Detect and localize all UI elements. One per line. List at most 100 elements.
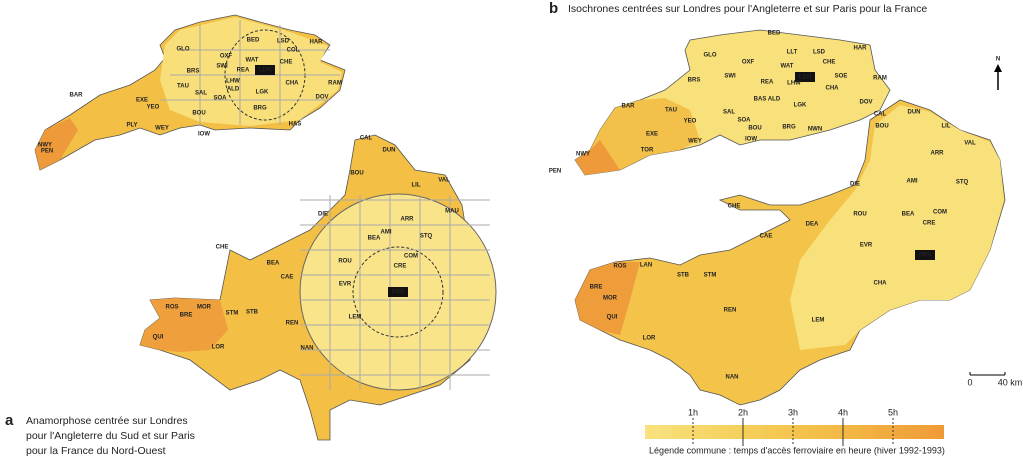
place-label: BEA [267, 261, 280, 267]
place-label: BRS [187, 69, 200, 75]
place-label: NWY [576, 152, 590, 158]
place-label: BRE [180, 313, 193, 319]
place-label: PEN [549, 169, 561, 175]
place-label: LGK [256, 90, 269, 96]
place-label: LAN [640, 263, 652, 269]
place-label: LGK [794, 103, 807, 109]
brittany-a [140, 298, 228, 352]
place-label: PEN [41, 149, 53, 155]
place-label: RAM [328, 81, 342, 87]
place-label: EVR [339, 282, 352, 288]
place-label: WAT [781, 64, 794, 70]
place-label: STM [226, 311, 239, 317]
place-label: CHA [826, 86, 840, 92]
place-label: OXF [220, 54, 233, 60]
place-label: STQ [420, 234, 433, 240]
place-label: GLO [177, 47, 190, 53]
place-label: BED [247, 38, 260, 44]
place-label: WAT [246, 58, 259, 64]
place-label: VAL [964, 141, 976, 147]
place-label: AMI [381, 230, 392, 236]
place-label: BEA [902, 212, 915, 218]
place-label: SAL [195, 91, 207, 97]
place-label: PRS [392, 290, 404, 296]
place-label: QUI [153, 335, 164, 341]
place-label: WEY [155, 126, 169, 132]
place-label: STB [677, 273, 690, 279]
place-label: SOE [835, 74, 848, 80]
legend-tick-label: 1h [688, 407, 698, 417]
place-label: REA [761, 80, 774, 86]
isochrone-a2 [352, 246, 444, 338]
place-label: DEA [806, 222, 819, 228]
place-label: DIE [318, 212, 328, 218]
place-label: LHW [787, 81, 801, 87]
place-label: REN [286, 321, 299, 327]
place-label: VAL [438, 178, 450, 184]
legend-tick-label: 3h [788, 407, 798, 417]
place-label: BRE [590, 285, 603, 291]
place-label: REN [724, 308, 737, 314]
place-label: RAM [873, 76, 887, 82]
place-label: LDN [259, 68, 271, 74]
place-label: EXE [136, 98, 148, 104]
panel-letter: a [5, 412, 14, 429]
place-label: QUI [607, 315, 618, 321]
place-label: DUN [383, 148, 396, 154]
place-label: BOU [192, 111, 205, 117]
legend-bar [645, 425, 944, 439]
place-label: OXF [742, 60, 755, 66]
place-label: TAU [665, 108, 677, 114]
capital-box [915, 250, 935, 260]
legend-tick-label: 2h [738, 407, 748, 417]
paris-zone-b [790, 105, 1004, 350]
capital-box [388, 287, 408, 297]
place-label: CHE [728, 204, 741, 210]
scale-label: 0 [967, 377, 972, 387]
place-label: ARR [931, 151, 945, 157]
place-label: LOR [643, 336, 656, 342]
england-a-core [160, 17, 342, 126]
place-label: DOV [859, 100, 872, 106]
place-label: BAS [754, 97, 767, 103]
place-label: EVR [860, 243, 873, 249]
place-label: WEY [688, 139, 702, 145]
place-label: BEA [368, 236, 381, 242]
place-label: BRS [688, 78, 701, 84]
place-label: ROU [853, 212, 866, 218]
place-label: EXE [646, 132, 658, 138]
place-label: CAE [760, 234, 773, 240]
place-label: LHW [226, 79, 240, 85]
place-label: MAU [445, 209, 459, 215]
place-label: DOV [315, 95, 328, 101]
place-label: SWI [216, 64, 228, 70]
panel-letter: b [549, 0, 558, 17]
place-label: CHE [823, 60, 836, 66]
capital-box [255, 65, 275, 75]
caption-line: pour la France du Nord-Ouest [26, 445, 166, 457]
caption-line: pour l'Angleterre du Sud et sur Paris [26, 430, 195, 442]
cornwall-b [575, 140, 620, 175]
place-label: LLT [787, 50, 798, 56]
place-label: LIL [942, 124, 951, 130]
place-label: LEM [812, 318, 825, 324]
place-label: ROS [165, 305, 178, 311]
place-label: NWY [38, 143, 52, 149]
place-label: CHA [286, 81, 300, 87]
place-label: ALD [227, 87, 240, 93]
scale-label: 40 km [998, 377, 1023, 387]
place-label: NAN [301, 346, 314, 352]
place-label: HAR [854, 46, 868, 52]
place-label: CHE [216, 245, 229, 251]
place-label: CAL [360, 136, 373, 142]
north-label: N [996, 57, 1000, 63]
place-label: BRG [253, 106, 267, 112]
place-label: DIE [850, 182, 860, 188]
place-label: MOR [197, 305, 212, 311]
place-label: LSD [277, 39, 290, 45]
place-label: GLO [704, 53, 717, 59]
place-label: SOA [737, 118, 751, 124]
place-label: CAE [281, 275, 294, 281]
place-label: ROS [613, 264, 626, 270]
